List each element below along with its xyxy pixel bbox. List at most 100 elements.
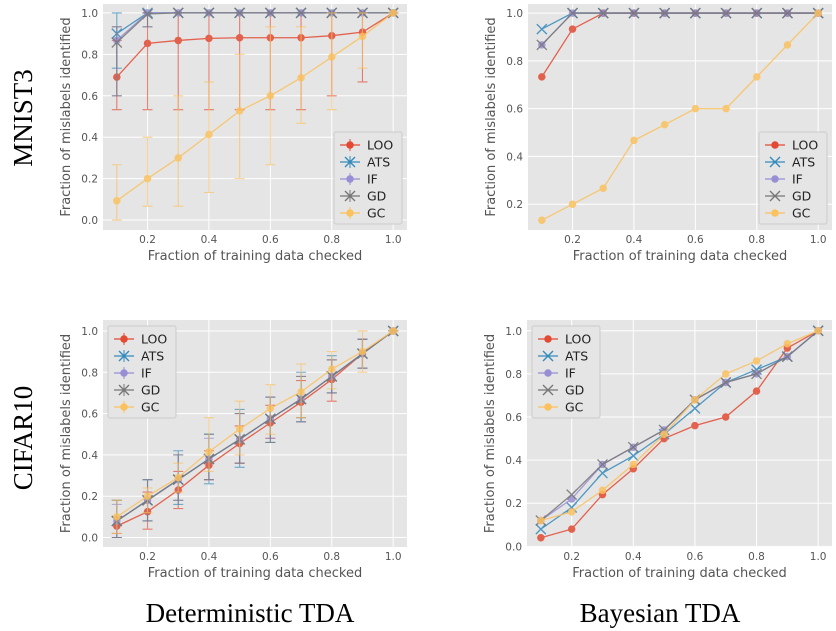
legend-item-gd: GD xyxy=(765,189,811,204)
legend-label: IF xyxy=(792,172,803,187)
data-point xyxy=(205,448,213,456)
legend-label: GC xyxy=(141,400,160,415)
series-gc xyxy=(111,327,399,534)
series-line xyxy=(541,12,819,46)
legend-marker xyxy=(346,175,354,183)
error-bar xyxy=(142,487,153,514)
legend-box xyxy=(333,131,403,225)
legend-marker xyxy=(771,209,779,217)
data-point xyxy=(235,34,244,42)
legend-marker xyxy=(544,369,552,377)
x-tick-label: 0.2 xyxy=(564,234,581,246)
series-line xyxy=(116,12,394,44)
chart-panel-1: 0.2 0.4 0.6 0.8 1.0 0.0 0.2 0.4 0.6 0.8 1.0 Fractio… xyxy=(59,4,407,264)
legend-marker xyxy=(544,403,552,411)
data-point xyxy=(358,347,367,356)
legend-box xyxy=(531,325,601,419)
y-tick-label: 0.4 xyxy=(81,450,98,462)
series-line xyxy=(116,330,394,522)
legend-item-gc: GC xyxy=(340,206,386,221)
legend-marker xyxy=(346,209,354,217)
x-axis-label: Fraction of training data checked xyxy=(148,566,362,581)
y-tick-label: 0.0 xyxy=(81,532,98,544)
data-point xyxy=(234,7,246,19)
x-tick-label: 1.0 xyxy=(810,234,827,246)
data-point xyxy=(814,9,822,17)
data-point xyxy=(266,404,275,413)
error-bar xyxy=(111,26,122,97)
data-point xyxy=(720,377,732,389)
y-axis-label: Fraction of mislabels identified xyxy=(59,17,74,216)
data-point xyxy=(143,492,152,500)
y-axis-label: Fraction of mislabels identified xyxy=(484,17,499,216)
legend-box xyxy=(758,131,828,225)
legend-label: GC xyxy=(565,400,584,415)
legend-item-loo: LOO xyxy=(340,138,393,153)
legend-label: GC xyxy=(367,206,386,221)
data-point xyxy=(538,216,546,224)
error-bar xyxy=(173,95,184,207)
legend-label: IF xyxy=(367,172,378,187)
data-point xyxy=(596,458,608,470)
column-label-deterministic: Deterministic TDA xyxy=(146,598,355,628)
data-point xyxy=(751,368,763,380)
row-label-cifar10: CIFAR10 xyxy=(8,386,38,491)
legend-marker xyxy=(542,384,554,396)
data-point xyxy=(781,351,793,363)
data-point xyxy=(205,130,213,139)
x-tick-label: 0.8 xyxy=(748,234,765,246)
series-gd xyxy=(111,7,399,97)
y-axis-label: Fraction of mislabels identified xyxy=(483,334,498,533)
data-point xyxy=(174,473,182,482)
data-point xyxy=(691,421,699,430)
x-tick-label: 0.6 xyxy=(262,551,279,563)
legend-label: ATS xyxy=(792,155,815,170)
error-bar xyxy=(203,417,214,472)
y-tick-label: 0.8 xyxy=(81,367,98,379)
data-point xyxy=(205,34,213,43)
y-tick-label: 0.8 xyxy=(506,56,523,68)
legend-marker xyxy=(344,156,356,168)
y-tick-label: 0.6 xyxy=(506,104,523,116)
legend-marker xyxy=(120,335,128,343)
legend-item-gd: GD xyxy=(114,383,160,398)
data-point xyxy=(389,9,397,17)
legend: LOO ATS IF GD GC xyxy=(107,325,177,419)
data-point xyxy=(628,7,640,19)
series-line xyxy=(540,330,819,530)
data-point xyxy=(660,430,668,439)
legend-item-ats: ATS xyxy=(765,155,815,170)
legend-marker xyxy=(346,141,354,149)
data-point xyxy=(629,460,638,469)
legend: LOO ATS IF GD GC xyxy=(531,325,601,419)
y-axis-label: Fraction of mislabels identified xyxy=(59,334,74,533)
legend-label: GD xyxy=(565,383,584,398)
series-gc xyxy=(111,9,399,221)
x-tick-label: 0.8 xyxy=(323,551,340,563)
data-point xyxy=(783,41,792,49)
data-point xyxy=(172,7,184,19)
y-tick-label: 1.0 xyxy=(81,326,98,338)
data-point xyxy=(536,39,548,51)
data-point xyxy=(389,327,397,335)
legend-marker xyxy=(544,335,552,343)
data-point xyxy=(142,8,154,20)
y-tick-label: 0.4 xyxy=(81,132,98,144)
x-tick-label: 0.8 xyxy=(748,551,765,563)
data-point xyxy=(689,7,701,19)
y-tick-label: 0.8 xyxy=(505,369,522,381)
data-point xyxy=(566,489,578,501)
x-tick-label: 0.4 xyxy=(201,234,218,246)
data-point xyxy=(235,425,244,433)
data-point xyxy=(689,402,701,414)
data-point xyxy=(752,387,761,395)
data-point xyxy=(537,516,545,525)
series-gc xyxy=(538,9,822,224)
y-tick-label: 0.8 xyxy=(81,49,98,61)
x-tick-label: 0.2 xyxy=(139,234,156,246)
data-point xyxy=(567,508,576,516)
data-point xyxy=(203,7,215,19)
data-point xyxy=(113,197,121,205)
data-point xyxy=(174,154,182,162)
series-line xyxy=(116,330,394,518)
